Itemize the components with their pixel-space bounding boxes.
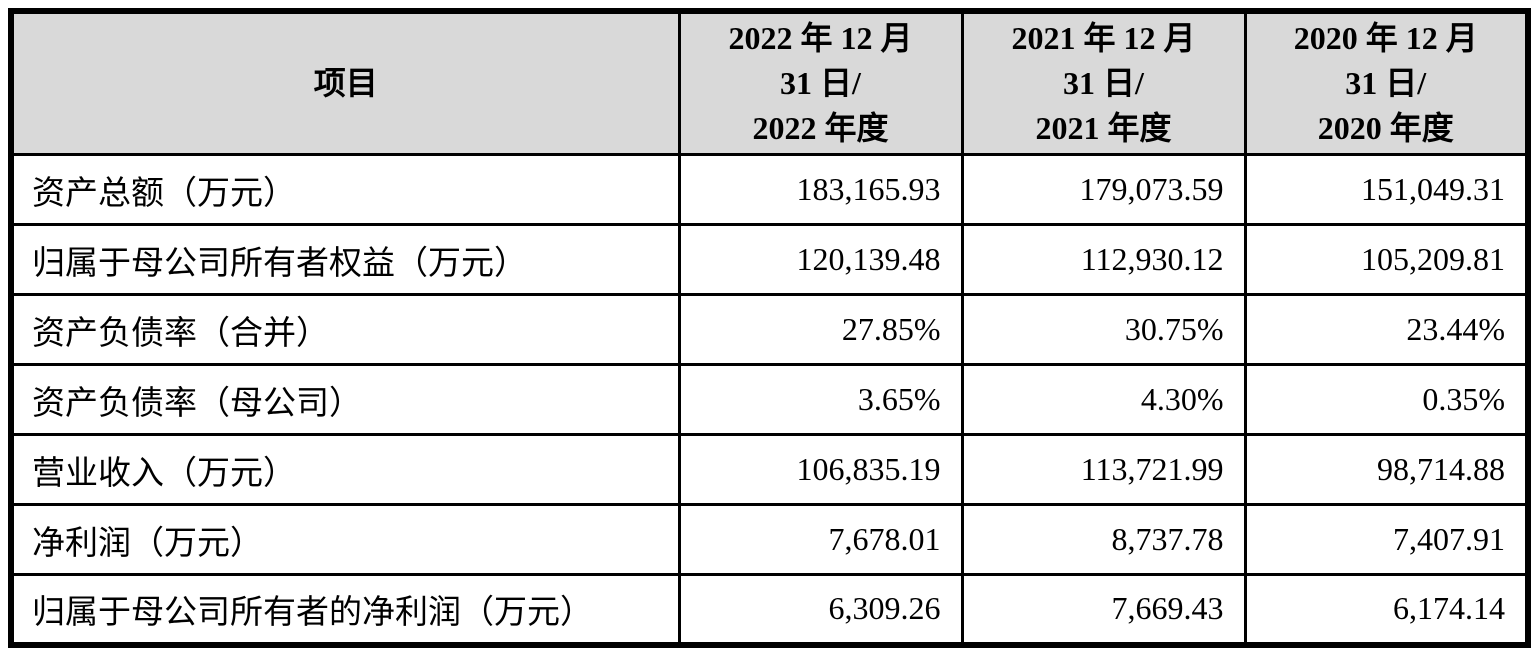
cell-value: 106,835.19 — [677, 433, 964, 506]
header-row: 项目 2022 年 12 月 31 日/ 2022 年度 2021 年 12 月… — [9, 9, 1530, 156]
cell-value: 112,930.12 — [960, 223, 1247, 296]
row-label: 资产负债率（合并） — [9, 293, 681, 366]
row-label: 归属于母公司所有者的净利润（万元） — [9, 573, 681, 646]
cell-value: 0.35% — [1243, 363, 1530, 436]
table-body: 资产总额（万元） 183,165.93 179,073.59 151,049.3… — [9, 153, 1530, 646]
cell-value: 98,714.88 — [1243, 433, 1530, 506]
table-row-debt-ratio-parent: 资产负债率（母公司） 3.65% 4.30% 0.35% — [9, 363, 1530, 436]
row-label: 资产总额（万元） — [9, 153, 681, 226]
row-label: 资产负债率（母公司） — [9, 363, 681, 436]
row-label: 营业收入（万元） — [9, 433, 681, 506]
cell-value: 151,049.31 — [1243, 153, 1530, 226]
table-row-net-profit: 净利润（万元） 7,678.01 8,737.78 7,407.91 — [9, 503, 1530, 576]
table-row-total-assets: 资产总额（万元） 183,165.93 179,073.59 151,049.3… — [9, 153, 1530, 226]
financial-summary-table: 项目 2022 年 12 月 31 日/ 2022 年度 2021 年 12 月… — [8, 8, 1531, 648]
cell-value: 30.75% — [960, 293, 1247, 366]
row-label: 归属于母公司所有者权益（万元） — [9, 223, 681, 296]
cell-value: 113,721.99 — [960, 433, 1247, 506]
header-period-2020: 2020 年 12 月 31 日/ 2020 年度 — [1243, 9, 1530, 156]
row-label: 净利润（万元） — [9, 503, 681, 576]
cell-value: 7,669.43 — [960, 573, 1247, 646]
header-period-2022: 2022 年 12 月 31 日/ 2022 年度 — [677, 9, 964, 156]
cell-value: 3.65% — [677, 363, 964, 436]
header-item: 项目 — [9, 9, 681, 156]
table-header: 项目 2022 年 12 月 31 日/ 2022 年度 2021 年 12 月… — [9, 9, 1530, 156]
cell-value: 7,407.91 — [1243, 503, 1530, 576]
cell-value: 23.44% — [1243, 293, 1530, 366]
cell-value: 105,209.81 — [1243, 223, 1530, 296]
cell-value: 7,678.01 — [677, 503, 964, 576]
cell-value: 183,165.93 — [677, 153, 964, 226]
cell-value: 8,737.78 — [960, 503, 1247, 576]
cell-value: 6,174.14 — [1243, 573, 1530, 646]
cell-value: 6,309.26 — [677, 573, 964, 646]
table-row-debt-ratio-consolidated: 资产负债率（合并） 27.85% 30.75% 23.44% — [9, 293, 1530, 366]
cell-value: 27.85% — [677, 293, 964, 366]
header-period-2021: 2021 年 12 月 31 日/ 2021 年度 — [960, 9, 1247, 156]
cell-value: 120,139.48 — [677, 223, 964, 296]
cell-value: 179,073.59 — [960, 153, 1247, 226]
table-row-operating-revenue: 营业收入（万元） 106,835.19 113,721.99 98,714.88 — [9, 433, 1530, 506]
table-row-parent-equity: 归属于母公司所有者权益（万元） 120,139.48 112,930.12 10… — [9, 223, 1530, 296]
table-row-parent-net-profit: 归属于母公司所有者的净利润（万元） 6,309.26 7,669.43 6,17… — [9, 573, 1530, 646]
cell-value: 4.30% — [960, 363, 1247, 436]
